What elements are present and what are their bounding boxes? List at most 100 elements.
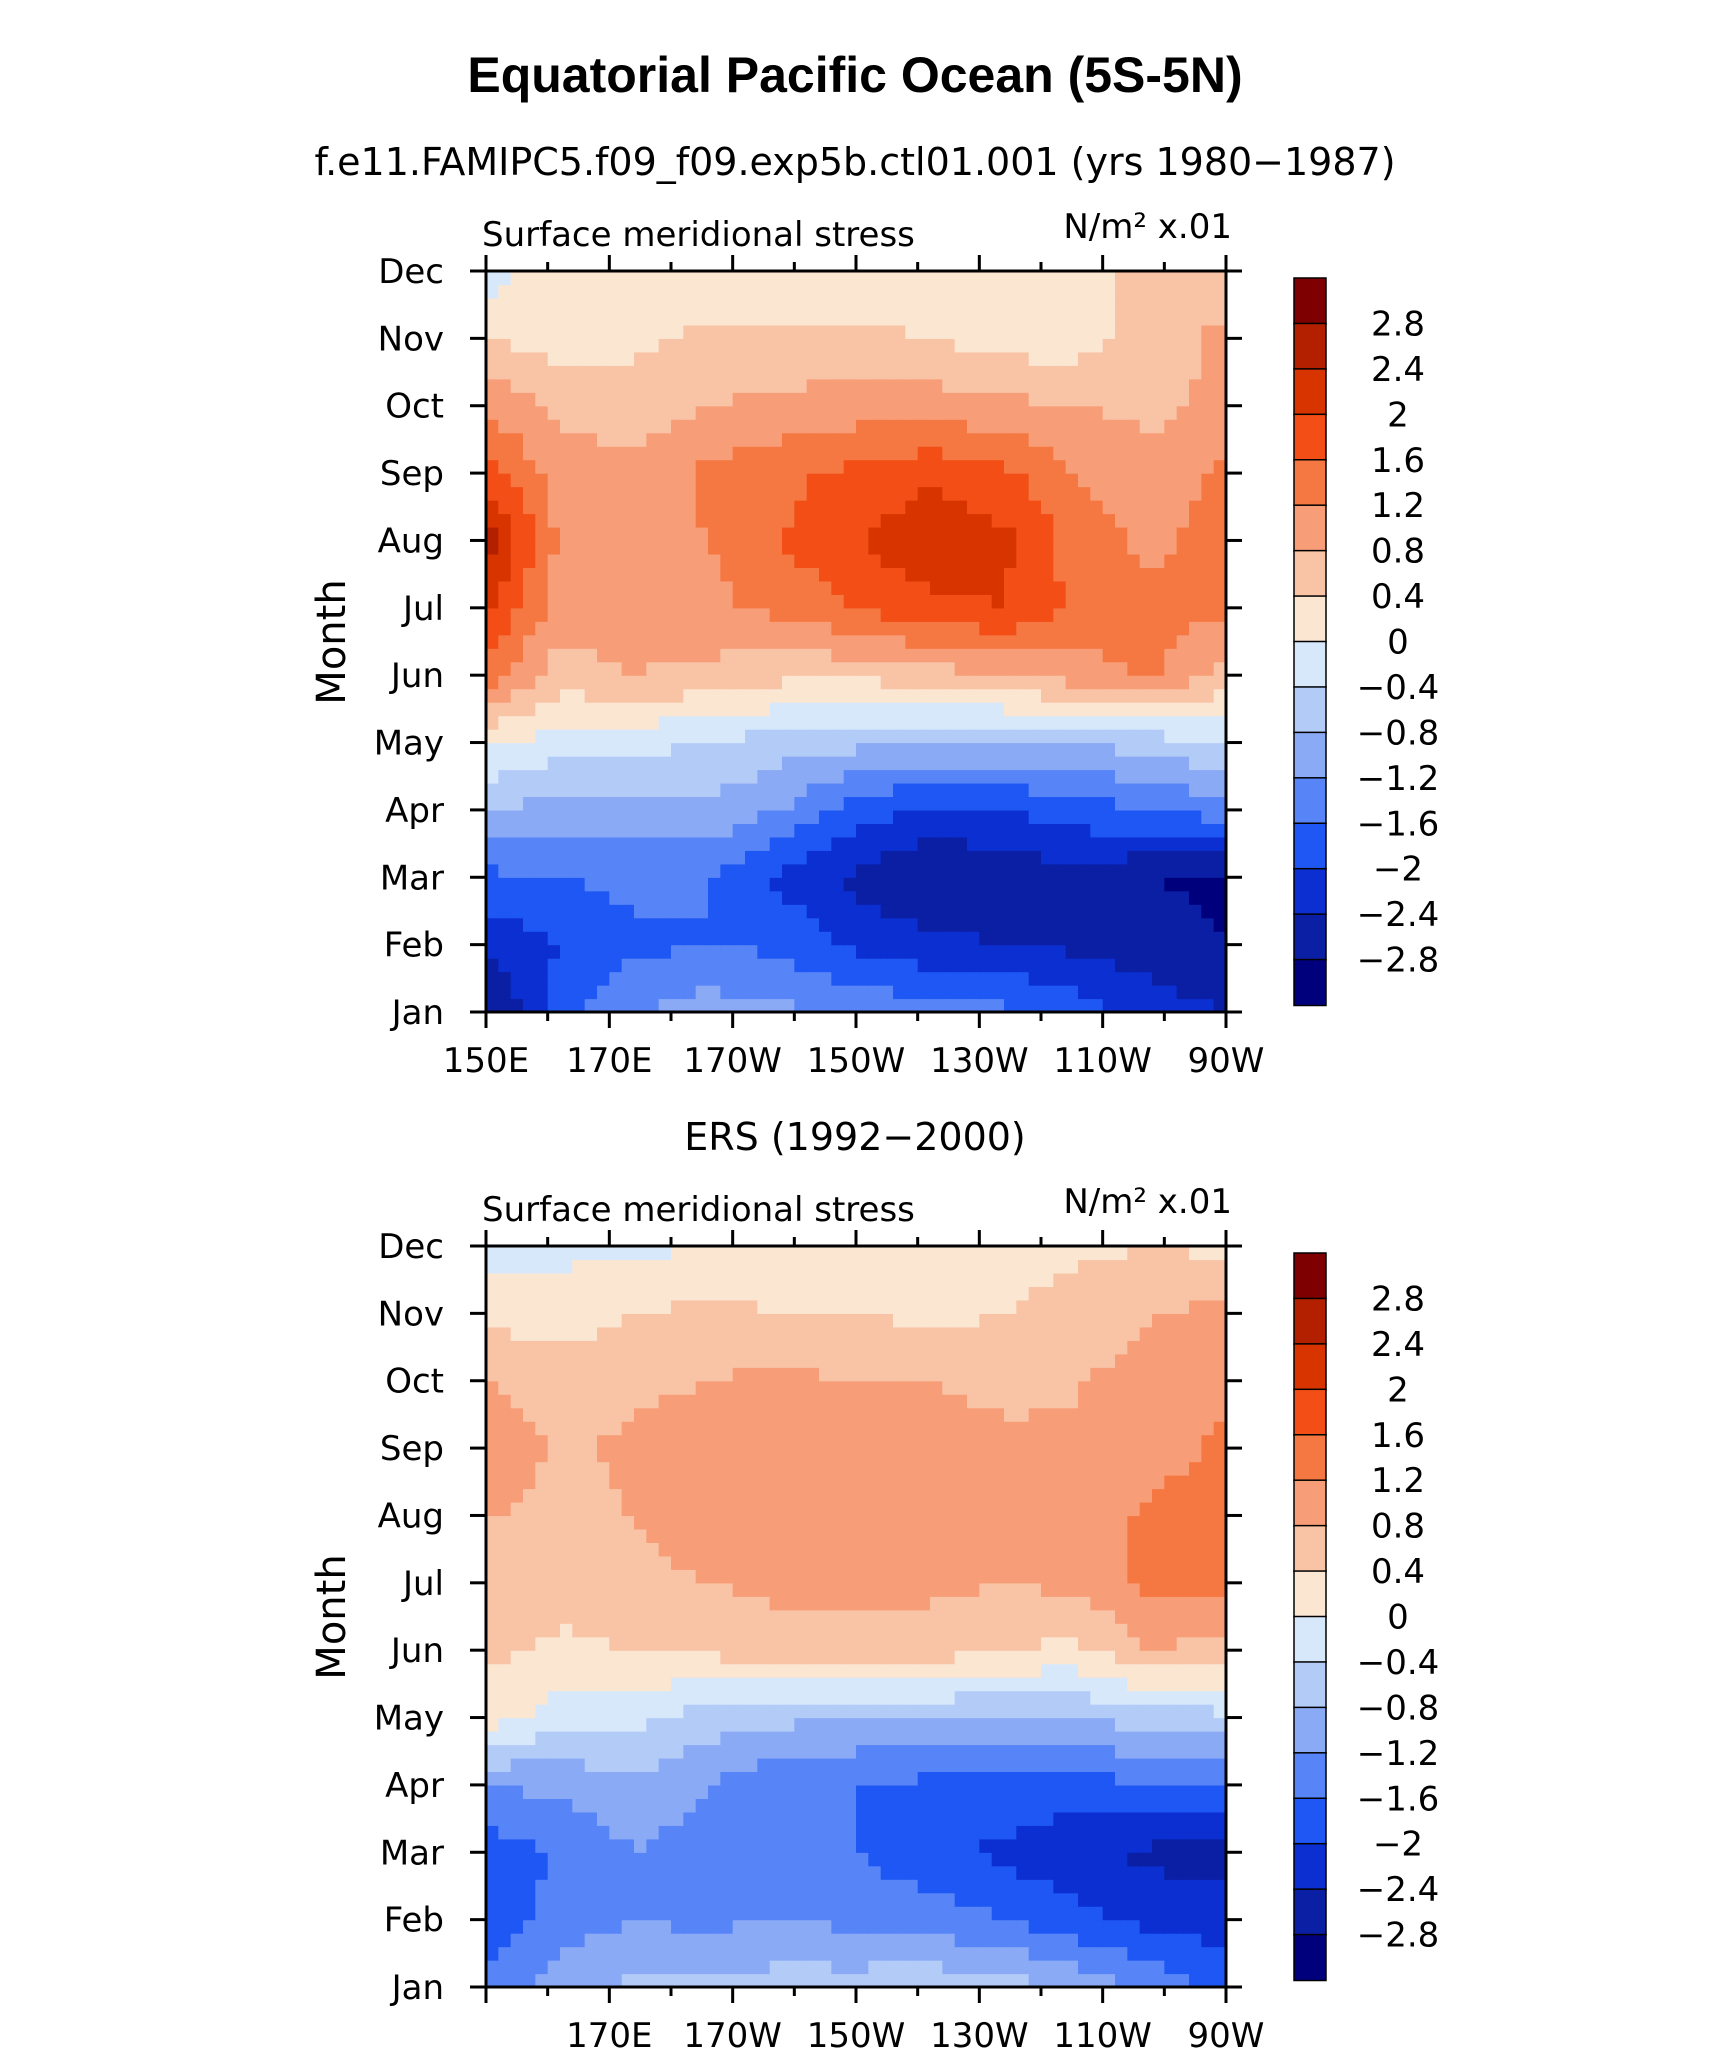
heatmap-cell bbox=[683, 782, 697, 798]
heatmap-cell bbox=[930, 1811, 943, 1826]
heatmap-cell bbox=[930, 1933, 943, 1948]
heatmap-cell bbox=[843, 782, 857, 798]
heatmap-cell bbox=[597, 419, 610, 434]
heatmap-cell bbox=[1028, 769, 1042, 784]
heatmap-cell bbox=[597, 607, 610, 622]
heatmap-cell bbox=[757, 473, 771, 488]
heatmap-cell bbox=[831, 594, 845, 609]
heatmap-cell bbox=[967, 1811, 980, 1826]
heatmap-cell bbox=[967, 1744, 980, 1759]
heatmap-cell bbox=[880, 1717, 894, 1732]
heatmap-cell bbox=[634, 634, 647, 649]
heatmap-cell bbox=[1028, 607, 1042, 622]
heatmap-cell bbox=[658, 675, 672, 690]
heatmap-cell bbox=[646, 809, 660, 824]
heatmap-cell bbox=[498, 1690, 512, 1705]
heatmap-cell bbox=[979, 863, 993, 878]
heatmap-cell bbox=[856, 432, 869, 447]
heatmap-cell bbox=[671, 1623, 684, 1638]
heatmap-cell bbox=[942, 567, 956, 582]
heatmap-cell bbox=[486, 904, 499, 919]
heatmap-cell bbox=[1004, 688, 1017, 703]
heatmap-cell bbox=[1102, 1838, 1116, 1853]
heatmap-cell bbox=[1041, 1717, 1054, 1732]
heatmap-cell bbox=[905, 1811, 919, 1826]
heatmap-cell bbox=[1102, 944, 1116, 959]
heatmap-cell bbox=[757, 742, 771, 757]
heatmap-cell bbox=[621, 863, 635, 878]
heatmap-cell bbox=[634, 365, 647, 380]
heatmap-cell bbox=[584, 365, 598, 380]
heatmap-cell bbox=[979, 796, 993, 811]
heatmap-cell bbox=[1127, 1879, 1141, 1894]
heatmap-cell bbox=[979, 1704, 993, 1719]
heatmap-cell bbox=[745, 621, 758, 636]
heatmap-cell bbox=[868, 1919, 882, 1934]
heatmap-cell bbox=[1078, 419, 1091, 434]
heatmap-cell bbox=[1127, 1717, 1141, 1732]
heatmap-cell bbox=[1090, 998, 1104, 1013]
heatmap-cell bbox=[769, 675, 783, 690]
heatmap-cell bbox=[1139, 392, 1153, 407]
heatmap-cell bbox=[1090, 1744, 1104, 1759]
heatmap-cell bbox=[930, 378, 943, 393]
heatmap-cell bbox=[1164, 1960, 1178, 1975]
heatmap-cell bbox=[954, 1717, 968, 1732]
heatmap-cell bbox=[1004, 594, 1017, 609]
heatmap-cell bbox=[1139, 931, 1153, 946]
heatmap-cell bbox=[597, 324, 610, 339]
heatmap-cell bbox=[1139, 823, 1153, 838]
heatmap-cell bbox=[954, 1892, 968, 1907]
heatmap-cell bbox=[794, 648, 808, 663]
heatmap-cell bbox=[769, 729, 783, 744]
heatmap-cell bbox=[560, 513, 573, 528]
heatmap-cell bbox=[880, 419, 894, 434]
heatmap-cell bbox=[893, 446, 906, 461]
heatmap-cell bbox=[979, 419, 993, 434]
heatmap-cell bbox=[658, 1919, 672, 1934]
heatmap-cell bbox=[535, 1919, 549, 1934]
heatmap-cell bbox=[1028, 540, 1042, 555]
heatmap-cell bbox=[584, 1784, 598, 1799]
heatmap-cell bbox=[1016, 823, 1030, 838]
heatmap-cell bbox=[695, 702, 709, 717]
heatmap-cell bbox=[1176, 392, 1190, 407]
heatmap-cell bbox=[942, 850, 956, 865]
heatmap-cell bbox=[572, 1811, 586, 1826]
heatmap-cell bbox=[1164, 1798, 1178, 1813]
heatmap-cell bbox=[967, 836, 980, 851]
heatmap-cell bbox=[523, 540, 536, 555]
x-tick-label: 170E bbox=[566, 1041, 652, 1081]
heatmap-cell bbox=[1041, 688, 1054, 703]
heatmap-cell bbox=[547, 863, 561, 878]
heatmap-cell bbox=[572, 1825, 586, 1840]
heatmap-cell bbox=[1090, 715, 1104, 730]
heatmap-cell bbox=[486, 715, 499, 730]
heatmap-cell bbox=[1164, 1865, 1178, 1880]
heatmap-cell bbox=[954, 392, 968, 407]
heatmap-cell bbox=[1041, 419, 1054, 434]
heatmap-cell bbox=[671, 702, 684, 717]
heatmap-cell bbox=[572, 715, 586, 730]
heatmap-cell bbox=[880, 338, 894, 353]
heatmap-cell bbox=[1090, 958, 1104, 973]
heatmap-cell bbox=[794, 1650, 808, 1665]
heatmap-cell bbox=[560, 284, 573, 299]
heatmap-cell bbox=[1078, 1811, 1091, 1826]
heatmap-cell bbox=[991, 1811, 1005, 1826]
heatmap-cell bbox=[732, 688, 746, 703]
heatmap-cell bbox=[609, 634, 623, 649]
heatmap-cell bbox=[646, 500, 660, 515]
heatmap-cell bbox=[917, 904, 931, 919]
heatmap-cell bbox=[671, 473, 684, 488]
heatmap-cell bbox=[1201, 944, 1215, 959]
heatmap-cell bbox=[856, 729, 869, 744]
heatmap-cell bbox=[621, 675, 635, 690]
heatmap-cell bbox=[732, 311, 746, 326]
heatmap-cell bbox=[769, 351, 783, 366]
heatmap-cell bbox=[683, 1825, 697, 1840]
heatmap-cell bbox=[658, 958, 672, 973]
heatmap-cell bbox=[1115, 958, 1128, 973]
heatmap-cell bbox=[819, 351, 832, 366]
heatmap-cell bbox=[745, 419, 758, 434]
